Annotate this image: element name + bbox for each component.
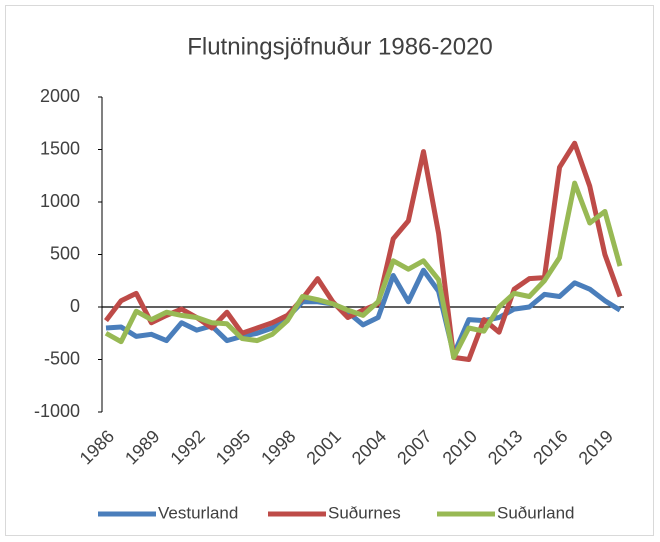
- legend-label: Suðurnes: [328, 503, 401, 522]
- y-tick-label: 0: [70, 296, 80, 316]
- y-tick-label: -1000: [34, 401, 80, 421]
- chart-border: [5, 5, 654, 536]
- y-tick-label: 1000: [40, 191, 80, 211]
- y-tick-label: 500: [50, 243, 80, 263]
- y-tick-label: -500: [44, 348, 80, 368]
- legend-label: Vesturland: [158, 503, 238, 522]
- series-line: [105, 267, 622, 357]
- legend-label: Suðurland: [497, 503, 575, 522]
- y-tick-label: 1500: [40, 138, 80, 158]
- chart-title: Flutningsjöfnuður 1986-2020: [187, 33, 493, 60]
- series-line: [104, 180, 623, 360]
- y-tick-label: 2000: [40, 86, 80, 106]
